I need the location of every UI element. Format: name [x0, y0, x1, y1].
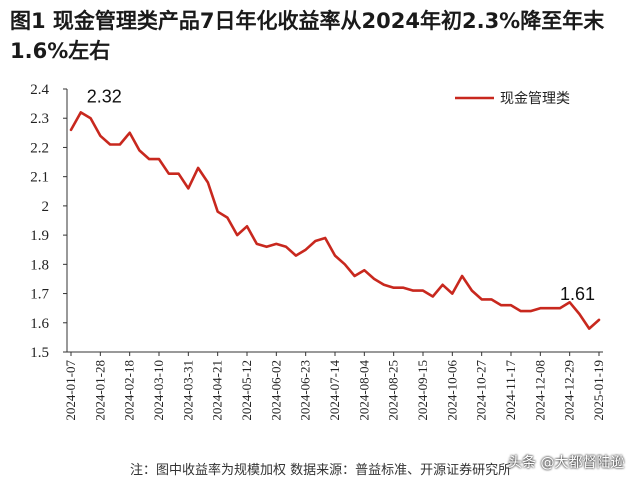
y-tick-label: 1.7: [30, 287, 49, 303]
y-tick-label: 2.1: [30, 170, 49, 186]
x-tick-label: 2024-06-23: [298, 360, 313, 421]
x-tick-label: 2025-01-19: [591, 360, 606, 421]
x-tick-label: 2024-03-31: [180, 360, 195, 421]
x-tick-label: 2024-10-27: [474, 360, 489, 421]
x-tick-label: 2024-05-12: [239, 360, 254, 421]
x-tick-label: 2024-06-02: [268, 360, 283, 421]
y-tick-label: 2.3: [30, 111, 49, 127]
y-tick-label: 2.2: [30, 140, 49, 156]
series-line-cash-management: [69, 111, 601, 330]
x-tick-label: 2024-10-06: [444, 360, 459, 421]
annotation-group: 2.32 1.61: [87, 86, 595, 303]
y-tick-label: 1.8: [30, 257, 49, 273]
watermark: 头条 @大都督陆逊: [508, 455, 625, 471]
x-tick-label: 2024-08-04: [356, 360, 371, 421]
y-tick-group: 1.5 1.6 1.7 1.8 1.9 2 2.1 2.2 2.3 2.4: [30, 82, 67, 361]
x-tick-label: 2024-02-18: [122, 360, 137, 421]
x-tick-label: 2024-01-28: [92, 360, 107, 421]
source-note: 注：图中收益率为规模加权 数据来源：普益标准、开源证券研究所: [130, 463, 512, 478]
data-label-annotation: 2.32: [87, 86, 122, 106]
x-tick-label: 2024-12-29: [562, 360, 577, 421]
x-tick-label: 2024-12-08: [532, 360, 547, 421]
x-tick-label: 2024-01-07: [63, 360, 78, 421]
legend-label: 现金管理类: [500, 91, 570, 107]
x-tick-label: 2024-03-10: [151, 360, 166, 421]
data-label-annotation: 1.61: [560, 284, 595, 304]
chart-title: 图1 现金管理类产品7日年化收益率从2024年初2.3%降至年末1.6%左右: [10, 9, 605, 63]
x-tick-label: 2024-07-14: [327, 360, 342, 421]
x-tick-label: 2024-09-15: [415, 360, 430, 421]
y-tick-label: 1.9: [30, 228, 49, 244]
y-tick-label: 2.4: [30, 82, 49, 98]
x-tick-label: 2024-11-17: [503, 360, 518, 421]
y-tick-label: 1.6: [30, 316, 49, 332]
x-tick-group: 2024-01-07 2024-01-28 2024-02-18 2024-03-10…: [63, 352, 606, 421]
legend: 现金管理类: [455, 91, 570, 107]
x-tick-label: 2024-04-21: [210, 360, 225, 421]
y-tick-label: 2: [42, 199, 50, 215]
x-tick-label: 2024-08-25: [386, 360, 401, 421]
y-tick-label: 1.5: [30, 345, 49, 361]
